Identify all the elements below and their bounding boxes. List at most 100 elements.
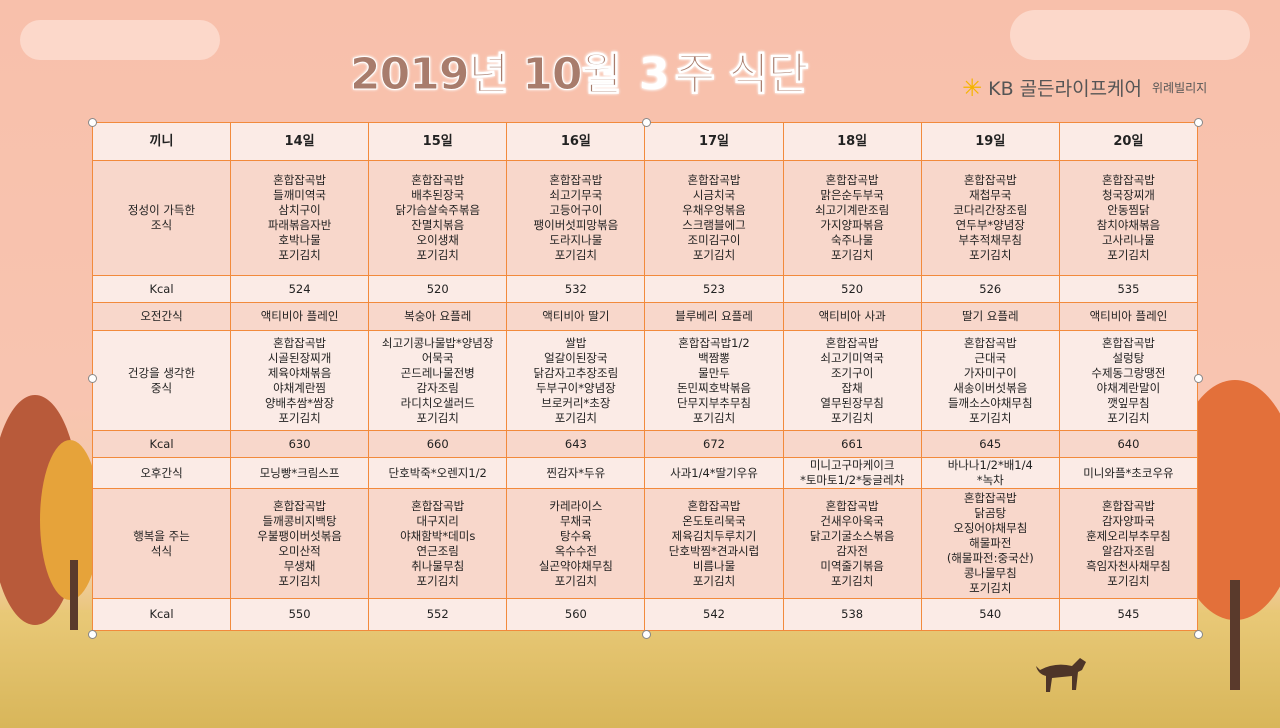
- menu-cell: 630: [229, 430, 370, 458]
- menu-cell: 혼합잡곡밥 온도토리묵국 제육김치두루치기 단호박찜*견과시럽 비름나물 포기김…: [644, 488, 784, 599]
- menu-cell: 카레라이스 무채국 탕수육 옥수수전 실곤약야채무침 포기김치: [506, 488, 646, 599]
- menu-cell: 645: [920, 430, 1060, 458]
- menu-cell: 혼합잡곡밥 시골된장찌개 제육야채볶음 야채계란찜 양배추쌈*쌈장 포기김치: [229, 330, 370, 431]
- menu-cell: 액티비아 사과: [782, 302, 922, 331]
- menu-cell: 사과1/4*딸기우유: [644, 457, 784, 489]
- menu-cell: 520: [782, 275, 922, 303]
- menu-cell: 혼합잡곡밥 대구지리 야채함박*데미s 연근조림 취나물무침 포기김치: [368, 488, 508, 599]
- menu-cell: 532: [506, 275, 646, 303]
- kb-star-icon: ✳: [962, 73, 983, 102]
- menu-cell: 545: [1058, 598, 1199, 631]
- header-day: 19일: [920, 122, 1060, 161]
- header-day: 18일: [782, 122, 922, 161]
- table-row: Kcal 524 520 532 523 520 526 535: [92, 275, 1199, 303]
- resize-handle[interactable]: [1194, 118, 1203, 127]
- menu-cell: 액티비아 플레인: [1058, 302, 1199, 331]
- menu-cell: 혼합잡곡밥 배추된장국 닭가슴살숙주볶음 잔멸치볶음 오이생채 포기김치: [368, 160, 508, 276]
- menu-cell: 혼합잡곡밥1/2 백짬뽕 물만두 돈민찌호박볶음 단무지부추무침 포기김치: [644, 330, 784, 431]
- kb-logo: ✳ KB 골든라이프케어 위례빌리지: [962, 74, 1207, 101]
- table-row: 행복을 주는 석식 혼합잡곡밥 들깨콩비지백탕 우불팽이버섯볶음 오미산적 무생채…: [92, 488, 1199, 599]
- menu-cell: 560: [506, 598, 646, 631]
- resize-handle[interactable]: [88, 118, 97, 127]
- row-label: Kcal: [92, 598, 231, 631]
- menu-cell: 552: [368, 598, 508, 631]
- header-meal: 끼니: [92, 122, 231, 161]
- resize-handle[interactable]: [88, 630, 97, 639]
- menu-cell: 복숭아 요플레: [368, 302, 508, 331]
- row-label: 오전간식: [92, 302, 231, 331]
- menu-cell: 520: [368, 275, 508, 303]
- title-month: 2019년 10월: [350, 49, 623, 101]
- menu-cell: 미니와플*초코우유: [1058, 457, 1199, 489]
- title-suffix: 주 식단: [674, 49, 809, 101]
- menu-cell: 혼합잡곡밥 들깨콩비지백탕 우불팽이버섯볶음 오미산적 무생채 포기김치: [229, 488, 370, 599]
- menu-cell: 540: [920, 598, 1060, 631]
- tree-trunk-decoration: [1230, 580, 1240, 690]
- resize-handle[interactable]: [1194, 630, 1203, 639]
- row-label: 정성이 가득한 조식: [92, 160, 231, 276]
- menu-cell: 혼합잡곡밥 맑은순두부국 쇠고기계란조림 가지양파볶음 숙주나물 포기김치: [782, 160, 922, 276]
- weekly-menu-table[interactable]: 끼니 14일 15일 16일 17일 18일 19일 20일 정성이 가득한 조식 혼합잡곡밥 들…: [92, 122, 1199, 631]
- menu-cell: 바나나1/2*배1/4 *녹차: [920, 457, 1060, 489]
- menu-cell: 혼합잡곡밥 설렁탕 수제동그랑땡전 야채계란말이 깻잎무침 포기김치: [1058, 330, 1199, 431]
- menu-cell: 혼합잡곡밥 감자양파국 훈제오리부추무침 알감자조림 흑임자천사채무침 포기김치: [1058, 488, 1199, 599]
- menu-cell: 640: [1058, 430, 1199, 458]
- menu-cell: 모닝빵*크림스프: [229, 457, 370, 489]
- menu-cell: 523: [644, 275, 784, 303]
- table-row: 오후간식 모닝빵*크림스프 단호박죽*오렌지1/2 찐감자*두유 사과1/4*딸기우유 미…: [92, 457, 1199, 489]
- row-label: Kcal: [92, 430, 231, 458]
- tree-trunk-decoration: [70, 560, 78, 630]
- title-week-number: 3: [638, 49, 670, 100]
- menu-cell: 액티비아 딸기: [506, 302, 646, 331]
- menu-cell: 혼합잡곡밥 닭곰탕 오징어야채무침 해물파전 (해물파전:중국산) 콩나물무침 …: [920, 488, 1060, 599]
- header-day: 16일: [506, 122, 646, 161]
- menu-cell: 524: [229, 275, 370, 303]
- menu-cell: 딸기 요플레: [920, 302, 1060, 331]
- header-row: 끼니 14일 15일 16일 17일 18일 19일 20일: [92, 122, 1199, 161]
- table-row: Kcal 630 660 643 672 661 645 640: [92, 430, 1199, 458]
- menu-cell: 542: [644, 598, 784, 631]
- menu-cell: 혼합잡곡밥 쇠고기미역국 조기구이 잡채 열무된장무침 포기김치: [782, 330, 922, 431]
- header-day: 14일: [229, 122, 370, 161]
- menu-cell: 550: [229, 598, 370, 631]
- resize-handle[interactable]: [642, 118, 651, 127]
- menu-cell: 블루베리 요플레: [644, 302, 784, 331]
- logo-brand: KB 골든라이프케어: [988, 78, 1143, 100]
- menu-cell: 660: [368, 430, 508, 458]
- menu-cell: 672: [644, 430, 784, 458]
- row-label: 행복을 주는 석식: [92, 488, 231, 599]
- menu-cell: 538: [782, 598, 922, 631]
- cloud-decoration: [20, 20, 220, 60]
- menu-cell: 혼합잡곡밥 쇠고기무국 고등어구이 팽이버섯피망볶음 도라지나물 포기김치: [506, 160, 646, 276]
- menu-cell: 쌀밥 얼갈이된장국 닭감자고추장조림 두부구이*양념장 브로커리*초장 포기김치: [506, 330, 646, 431]
- header-day: 15일: [368, 122, 508, 161]
- table-row: 건강을 생각한 중식 혼합잡곡밥 시골된장찌개 제육야채볶음 야채계란찜 양배추쌈…: [92, 330, 1199, 431]
- menu-cell: 혼합잡곡밥 재첩무국 코다리간장조림 연두부*양념장 부추적채무침 포기김치: [920, 160, 1060, 276]
- menu-cell: 미니고구마케이크 *토마토1/2*둥글레차: [782, 457, 922, 489]
- menu-cell: 혼합잡곡밥 건새우아욱국 닭고기굴소스볶음 감자전 미역줄기볶음 포기김치: [782, 488, 922, 599]
- menu-cell: 혼합잡곡밥 시금치국 우채우엉볶음 스크램블에그 조미김구이 포기김치: [644, 160, 784, 276]
- menu-cell: 526: [920, 275, 1060, 303]
- resize-handle[interactable]: [1194, 374, 1203, 383]
- row-label: Kcal: [92, 275, 231, 303]
- row-label: 건강을 생각한 중식: [92, 330, 231, 431]
- resize-handle[interactable]: [88, 374, 97, 383]
- resize-handle[interactable]: [642, 630, 651, 639]
- header-day: 20일: [1058, 122, 1199, 161]
- menu-cell: 643: [506, 430, 646, 458]
- table-row: 오전간식 액티비아 플레인 복숭아 요플레 액티비아 딸기 블루베리 요플레 액티비아 사…: [92, 302, 1199, 331]
- dog-illustration: [1036, 658, 1086, 692]
- menu-cell: 단호박죽*오렌지1/2: [368, 457, 508, 489]
- menu-cell: 혼합잡곡밥 청국장찌개 안동찜닭 참치야채볶음 고사리나물 포기김치: [1058, 160, 1199, 276]
- menu-cell: 쇠고기콩나물밥*양념장 어묵국 곤드레나물전병 감자조림 라디치오샐러드 포기김…: [368, 330, 508, 431]
- menu-cell: 혼합잡곡밥 근대국 가자미구이 새송이버섯볶음 들깨소스야채무침 포기김치: [920, 330, 1060, 431]
- menu-cell: 찐감자*두유: [506, 457, 646, 489]
- logo-sub: 위례빌리지: [1152, 81, 1208, 95]
- header-day: 17일: [644, 122, 784, 161]
- table-row: Kcal 550 552 560 542 538 540 545: [92, 598, 1199, 631]
- menu-cell: 661: [782, 430, 922, 458]
- menu-cell: 535: [1058, 275, 1199, 303]
- menu-cell: 혼합잡곡밥 들깨미역국 삼치구이 파래볶음자반 호박나물 포기김치: [229, 160, 370, 276]
- cloud-decoration: [1010, 10, 1250, 60]
- row-label: 오후간식: [92, 457, 231, 489]
